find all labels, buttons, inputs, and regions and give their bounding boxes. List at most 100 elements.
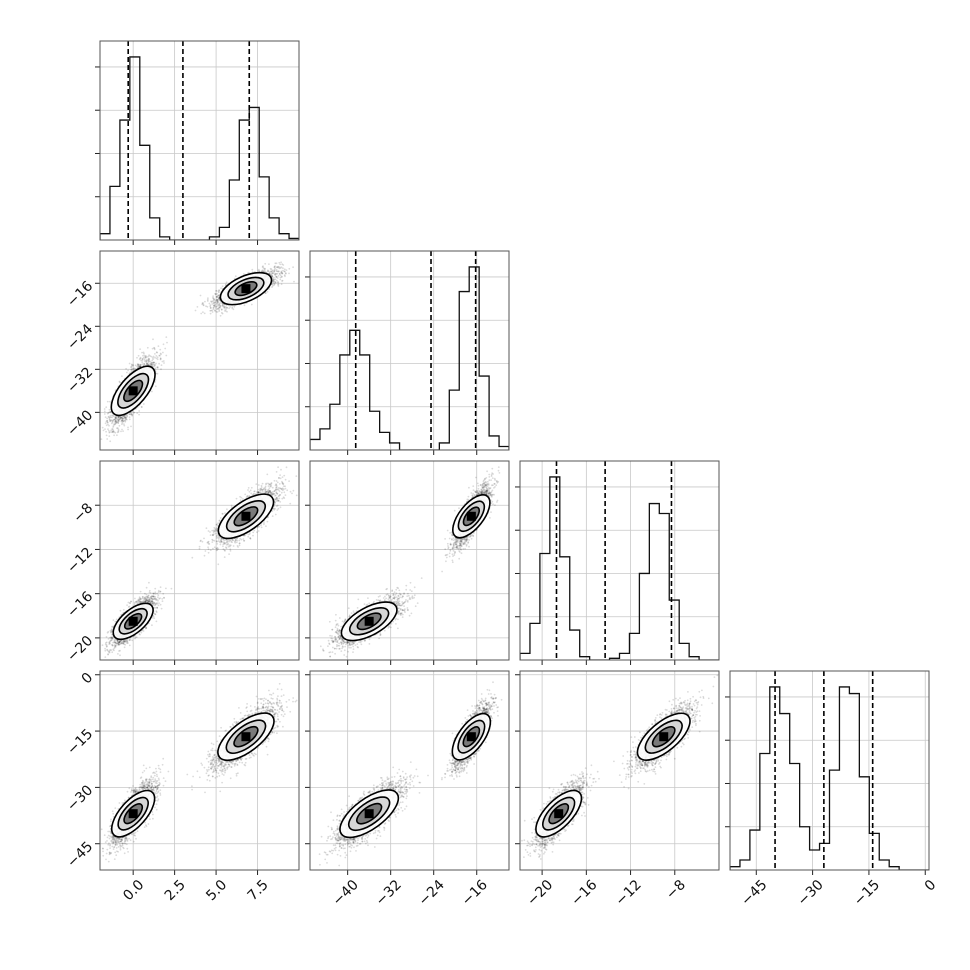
sample-point — [273, 280, 276, 283]
sample-point — [272, 279, 275, 281]
sample-point — [153, 365, 156, 368]
sample-point — [274, 273, 277, 276]
sample-point — [284, 270, 286, 273]
sample-point — [282, 267, 284, 270]
sample-point — [276, 277, 279, 279]
sample-point — [283, 274, 286, 277]
sample-point — [112, 419, 114, 422]
sample-point — [216, 298, 219, 301]
sample-point — [218, 310, 221, 312]
sample-point — [213, 304, 216, 307]
sample-point — [146, 358, 148, 361]
sample-point — [112, 619, 115, 621]
sample-point — [219, 305, 222, 308]
sample-point — [218, 306, 221, 309]
sample-point — [113, 423, 115, 426]
sample-point — [129, 413, 132, 416]
sample-point — [130, 365, 133, 368]
sample-point — [215, 296, 218, 298]
sample-point — [111, 422, 113, 425]
sample-point — [229, 306, 232, 308]
sample-point — [278, 267, 281, 270]
sample-point — [214, 309, 216, 312]
sample-point — [276, 279, 278, 282]
sample-point — [285, 269, 288, 271]
sample-point — [215, 293, 217, 296]
sample-point — [274, 281, 277, 284]
sample-point — [275, 262, 278, 265]
sample-point — [149, 360, 152, 363]
sample-point — [288, 267, 291, 270]
sample-point — [127, 369, 129, 372]
sample-point — [117, 419, 120, 421]
sample-point — [146, 363, 149, 366]
sample-point — [281, 280, 283, 282]
sample-point — [270, 273, 273, 276]
sample-point — [113, 418, 116, 421]
sample-point — [212, 297, 215, 300]
sample-point — [223, 306, 226, 308]
sample-point — [107, 412, 110, 414]
sample-point — [132, 364, 135, 366]
sample-point — [110, 416, 112, 418]
sample-point — [123, 419, 126, 422]
sample-point — [128, 416, 131, 419]
sample-point — [153, 361, 156, 364]
sample-point — [144, 357, 147, 359]
sample-point — [115, 415, 118, 418]
sample-point — [129, 371, 132, 374]
sample-point — [124, 417, 127, 419]
sample-point — [273, 266, 276, 268]
sample-point — [218, 289, 221, 292]
sample-point — [279, 278, 282, 281]
sample-point — [216, 301, 219, 303]
sample-point — [121, 416, 123, 419]
sample-point — [268, 272, 271, 275]
sample-point — [123, 423, 125, 425]
sample-point — [281, 272, 283, 274]
sample-point — [156, 351, 159, 354]
sample-point — [125, 418, 128, 420]
sample-point — [134, 368, 137, 370]
sample-point — [223, 304, 226, 306]
sample-point — [139, 364, 142, 367]
sample-point — [117, 418, 119, 421]
sample-point — [262, 267, 265, 269]
sample-point — [150, 363, 152, 366]
sample-point — [112, 429, 115, 432]
sample-point — [250, 303, 253, 306]
sample-point — [137, 366, 140, 368]
sample-point — [219, 305, 222, 307]
sample-point — [216, 300, 219, 303]
sample-point — [156, 358, 159, 361]
sample-point — [209, 306, 212, 309]
sample-point — [217, 299, 219, 302]
sample-point — [263, 270, 266, 273]
sample-point — [124, 643, 127, 646]
sample-point — [118, 643, 120, 646]
sample-point — [213, 304, 216, 307]
sample-point — [138, 358, 141, 361]
sample-point — [142, 403, 145, 405]
sample-point — [271, 277, 274, 280]
sample-point — [242, 273, 245, 275]
density-peak — [128, 386, 138, 396]
sample-point — [215, 310, 218, 313]
sample-point — [137, 354, 140, 357]
sample-point — [133, 367, 136, 370]
sample-point — [277, 266, 280, 269]
sample-point — [209, 309, 212, 312]
sample-point — [292, 266, 294, 269]
sample-point — [274, 274, 277, 277]
sample-point — [117, 428, 120, 431]
sample-point — [212, 298, 215, 301]
sample-point — [214, 293, 217, 295]
sample-point — [156, 372, 159, 375]
sample-point — [139, 363, 141, 366]
sample-point — [162, 343, 165, 346]
sample-point — [148, 354, 151, 356]
sample-point — [107, 423, 109, 426]
sample-point — [274, 262, 277, 265]
sample-point — [268, 271, 271, 274]
sample-point — [107, 429, 110, 432]
